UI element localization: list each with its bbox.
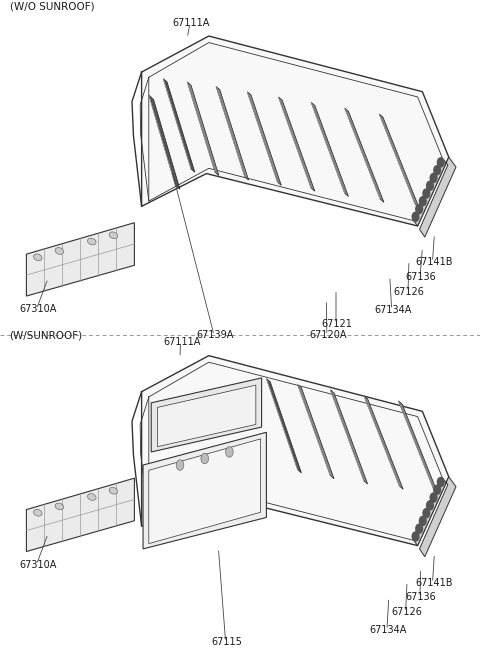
Ellipse shape xyxy=(87,494,96,500)
Polygon shape xyxy=(149,95,180,189)
Polygon shape xyxy=(311,102,348,196)
Ellipse shape xyxy=(34,510,42,516)
Polygon shape xyxy=(143,432,266,549)
Ellipse shape xyxy=(109,232,118,238)
Text: 67115: 67115 xyxy=(211,637,242,647)
Text: 67134A: 67134A xyxy=(370,625,407,635)
Text: (W/SUNROOF): (W/SUNROOF) xyxy=(10,331,83,341)
Text: 67139A: 67139A xyxy=(197,330,234,341)
Polygon shape xyxy=(216,86,249,180)
Text: 67310A: 67310A xyxy=(19,559,57,570)
Ellipse shape xyxy=(55,248,64,254)
Polygon shape xyxy=(187,82,219,176)
Polygon shape xyxy=(278,97,315,191)
Circle shape xyxy=(434,485,441,495)
Circle shape xyxy=(430,174,437,183)
Text: 67310A: 67310A xyxy=(19,304,57,314)
Polygon shape xyxy=(266,379,301,473)
Polygon shape xyxy=(26,478,134,552)
Circle shape xyxy=(420,196,426,206)
Polygon shape xyxy=(345,108,384,202)
Text: 67121: 67121 xyxy=(322,319,352,329)
Text: 67134A: 67134A xyxy=(374,305,412,315)
Ellipse shape xyxy=(55,503,64,510)
Circle shape xyxy=(430,493,437,502)
Text: 67111A: 67111A xyxy=(163,337,201,347)
Polygon shape xyxy=(26,223,134,296)
Circle shape xyxy=(423,508,430,517)
Text: 67111A: 67111A xyxy=(173,18,210,28)
Polygon shape xyxy=(163,79,195,172)
Polygon shape xyxy=(379,114,419,208)
Circle shape xyxy=(437,158,444,167)
Ellipse shape xyxy=(87,238,96,245)
Circle shape xyxy=(434,166,441,175)
Text: (W/O SUNROOF): (W/O SUNROOF) xyxy=(10,1,94,11)
Polygon shape xyxy=(142,356,449,546)
Polygon shape xyxy=(398,401,438,495)
Circle shape xyxy=(437,477,444,487)
Polygon shape xyxy=(414,477,456,557)
Circle shape xyxy=(427,181,433,191)
Polygon shape xyxy=(330,390,368,484)
Text: 67141B: 67141B xyxy=(415,578,453,588)
Circle shape xyxy=(412,212,419,221)
Polygon shape xyxy=(298,384,334,479)
Text: 67126: 67126 xyxy=(391,607,422,618)
Text: 67126: 67126 xyxy=(394,287,424,297)
Text: 67120A: 67120A xyxy=(310,330,347,341)
Text: 67136: 67136 xyxy=(406,592,436,603)
Polygon shape xyxy=(157,385,256,447)
Polygon shape xyxy=(247,92,281,185)
Polygon shape xyxy=(364,396,403,489)
Circle shape xyxy=(201,453,208,464)
Text: 67136: 67136 xyxy=(406,272,436,282)
Circle shape xyxy=(420,516,426,525)
Circle shape xyxy=(427,501,433,510)
Circle shape xyxy=(416,524,422,533)
Circle shape xyxy=(226,447,233,457)
Circle shape xyxy=(423,189,430,198)
Polygon shape xyxy=(151,378,262,452)
Ellipse shape xyxy=(109,487,118,494)
Circle shape xyxy=(176,460,184,470)
Text: 67141B: 67141B xyxy=(415,257,453,267)
Ellipse shape xyxy=(34,254,42,261)
Circle shape xyxy=(412,532,419,541)
Polygon shape xyxy=(414,157,456,237)
Circle shape xyxy=(416,204,422,214)
Polygon shape xyxy=(142,36,449,226)
Polygon shape xyxy=(149,439,261,544)
